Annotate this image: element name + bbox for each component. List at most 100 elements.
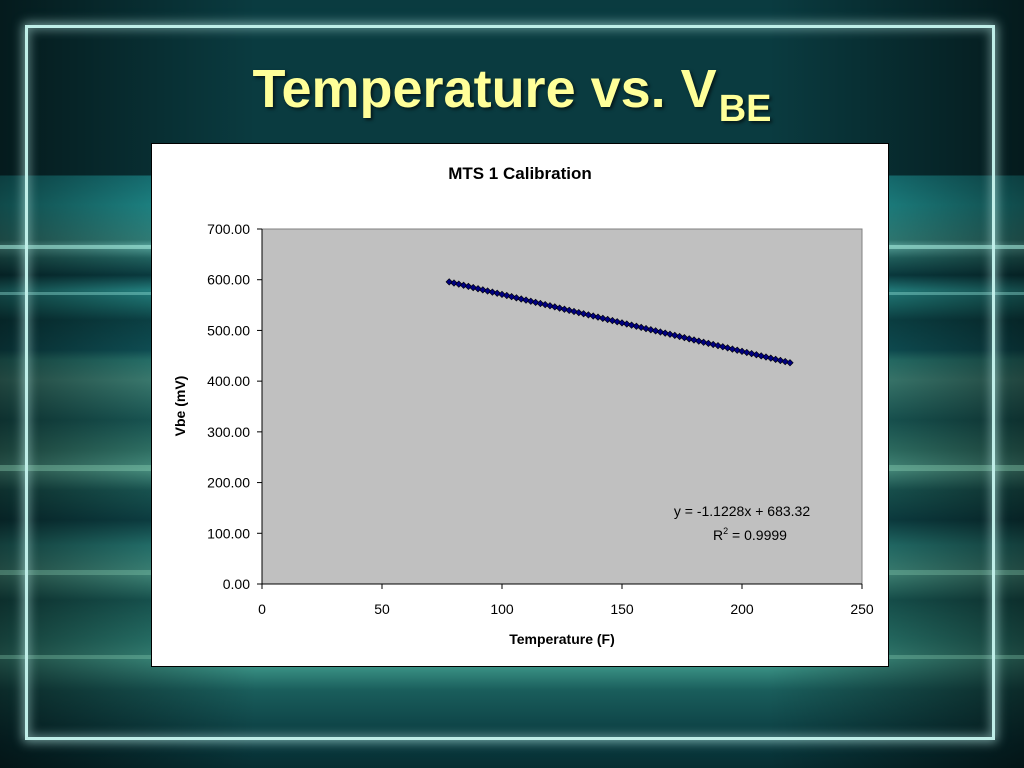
data-point [474, 285, 482, 293]
data-point [455, 280, 463, 288]
data-point [483, 287, 492, 295]
data-point [469, 283, 477, 292]
slide-title-subscript: BE [718, 88, 772, 130]
data-point [666, 330, 674, 338]
data-point [637, 323, 645, 332]
y-tick-label: 300.00 [207, 424, 250, 440]
data-point [771, 355, 780, 363]
data-point [459, 281, 468, 289]
data-point [507, 293, 516, 301]
data-point [719, 343, 727, 351]
data-point [522, 296, 530, 304]
data-point [671, 331, 679, 340]
data-point [608, 316, 617, 325]
y-tick-label: 100.00 [207, 525, 250, 541]
data-point [762, 353, 770, 361]
y-tick-label: 400.00 [207, 373, 250, 389]
data-point [517, 295, 525, 303]
x-tick-label: 200 [730, 601, 754, 617]
data-point [786, 359, 794, 367]
data-point [690, 336, 698, 344]
data-point [627, 321, 636, 329]
slide-title: Temperature vs. VBE [0, 58, 1024, 130]
data-point [704, 339, 713, 347]
data-point [680, 334, 689, 342]
y-tick-label: 200.00 [207, 475, 250, 491]
data-point [527, 297, 535, 305]
data-point [555, 304, 564, 312]
data-point [623, 320, 631, 328]
data-point [747, 349, 756, 358]
y-tick-label: 500.00 [207, 322, 250, 338]
y-tick-label: 0.00 [223, 576, 250, 592]
data-point [464, 282, 473, 291]
x-tick-label: 250 [850, 601, 874, 617]
data-point [709, 340, 717, 349]
data-point [498, 290, 506, 299]
data-point [776, 356, 785, 365]
data-point [565, 306, 573, 314]
x-tick-label: 150 [610, 601, 634, 617]
data-point [546, 302, 554, 310]
data-point [695, 337, 703, 345]
data-point [450, 279, 458, 287]
x-tick-label: 100 [490, 601, 514, 617]
data-point [728, 345, 737, 353]
data-point [541, 301, 549, 309]
data-point [632, 322, 641, 330]
y-tick-label: 600.00 [207, 272, 250, 288]
data-point [536, 299, 545, 308]
y-axis-ticks: 0.00 100.00 200.00 300.00 400.00 500.00 600.00… [207, 221, 262, 592]
data-point [493, 289, 501, 297]
data-point [512, 294, 521, 302]
data-point [723, 344, 732, 352]
slide-frame [25, 25, 995, 740]
data-point [479, 286, 487, 294]
x-axis-ticks: 0 50 100 150 200 250 [258, 584, 874, 617]
data-point [781, 357, 789, 366]
data-point [579, 310, 588, 318]
x-tick-label: 50 [374, 601, 390, 617]
x-axis-label: Temperature (F) [509, 631, 615, 647]
data-point [551, 303, 559, 311]
r-squared-exponent: 2 [723, 526, 728, 536]
data-point [488, 288, 497, 296]
chart-container: MTS 1 Calibration 0 50 100 150 200 250 0.00 10… [151, 143, 889, 667]
data-point [752, 351, 761, 359]
data-point [560, 305, 569, 313]
data-point [613, 318, 621, 326]
data-point [594, 313, 602, 321]
plot-area [261, 228, 863, 585]
r-squared-value: = 0.9999 [728, 527, 787, 543]
data-point [738, 347, 746, 355]
data-point [743, 348, 751, 357]
r-squared-symbol: R [713, 527, 723, 543]
data-point [531, 298, 540, 306]
data-point [675, 332, 684, 341]
data-point [642, 324, 650, 333]
x-tick-label: 0 [258, 601, 266, 617]
data-point [656, 328, 665, 336]
data-point [685, 335, 693, 343]
data-point [651, 327, 660, 335]
data-point [584, 311, 593, 319]
chart-svg: MTS 1 Calibration 0 50 100 150 200 250 0.00 10… [172, 164, 874, 647]
data-point [503, 291, 511, 300]
data-point [603, 315, 612, 324]
data-point [757, 352, 765, 360]
data-point [618, 319, 626, 327]
data-point [714, 342, 722, 350]
data-point [767, 354, 775, 362]
data-point [647, 326, 655, 334]
data-point [589, 312, 597, 320]
slide-title-main: Temperature vs. V [252, 59, 717, 119]
y-tick-label: 700.00 [207, 221, 250, 237]
r-squared-label: R2 = 0.9999 [713, 526, 787, 543]
chart-title: MTS 1 Calibration [448, 164, 592, 183]
data-point [570, 307, 578, 316]
data-point [733, 346, 741, 354]
data-point [661, 329, 669, 337]
data-series [445, 278, 794, 367]
data-point [575, 308, 583, 317]
data-point [445, 278, 453, 286]
